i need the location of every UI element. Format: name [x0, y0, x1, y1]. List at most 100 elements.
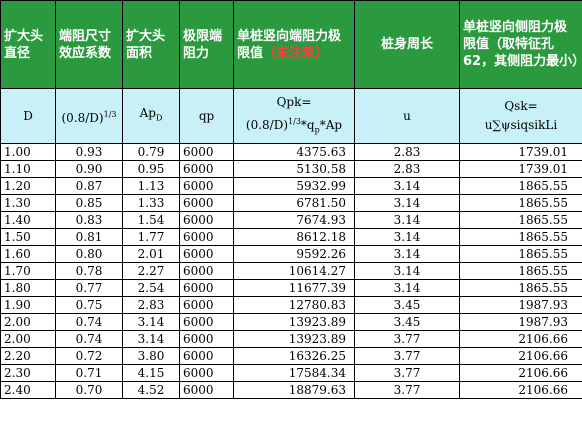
cell-perimeter: 3.14	[354, 177, 460, 195]
pile-capacity-table: 扩大头直径 端阻尺寸效应系数 扩大头面积 极限端阻力 单桩竖向端阻力极限值（未注…	[0, 0, 582, 399]
cell-area: 1.77	[122, 228, 180, 246]
cell-perimeter: 3.14	[354, 279, 460, 297]
header-diameter: 扩大头直径	[0, 0, 56, 89]
cell-end-resistance: 6000	[179, 211, 234, 229]
cell-end-capacity: 16326.25	[233, 347, 355, 365]
cell-perimeter: 3.45	[354, 296, 460, 314]
cell-end-resistance: 6000	[179, 194, 234, 212]
cell-end-resistance: 6000	[179, 364, 234, 382]
cell-end-resistance: 6000	[179, 245, 234, 263]
table-row: 2.30 0.71 4.15 6000 17584.34 3.77 2106.66	[0, 364, 582, 382]
table-row: 1.70 0.78 2.27 6000 10614.27 3.14 1865.55	[0, 262, 582, 280]
cell-area: 3.14	[122, 313, 180, 331]
cell-perimeter: 3.14	[354, 211, 460, 229]
cell-side-capacity: 2106.66	[459, 381, 582, 399]
symbol-end-resistance: qp	[179, 88, 234, 144]
cell-diameter: 2.00	[0, 330, 56, 348]
table-row: 2.00 0.74 3.14 6000 13923.89 3.77 2106.66	[0, 330, 582, 348]
cell-end-capacity: 5932.99	[233, 177, 355, 195]
cell-area: 4.15	[122, 364, 180, 382]
cell-end-resistance: 6000	[179, 262, 234, 280]
cell-end-capacity: 5130.58	[233, 160, 355, 178]
header-end-capacity-note: （未注浆）	[263, 45, 329, 61]
table-row: 1.10 0.90 0.95 6000 5130.58 2.83 1739.01	[0, 160, 582, 178]
header-size-coefficient: 端阻尺寸效应系数	[55, 0, 123, 89]
cell-end-capacity: 4375.63	[233, 143, 355, 161]
table-row: 1.40 0.83 1.54 6000 7674.93 3.14 1865.55	[0, 211, 582, 229]
symbol-side-capacity: Qsk= u∑ψsiqsikLi	[459, 88, 582, 144]
cell-size-coefficient: 0.87	[55, 177, 123, 195]
header-end-capacity: 单桩竖向端阻力极限值（未注浆）	[233, 0, 355, 89]
table-row: 1.30 0.85 1.33 6000 6781.50 3.14 1865.55	[0, 194, 582, 212]
cell-size-coefficient: 0.70	[55, 381, 123, 399]
cell-end-resistance: 6000	[179, 296, 234, 314]
header-end-resistance: 极限端阻力	[179, 0, 234, 89]
cell-area: 2.01	[122, 245, 180, 263]
cell-side-capacity: 1865.55	[459, 194, 582, 212]
cell-diameter: 2.00	[0, 313, 56, 331]
cell-diameter: 1.00	[0, 143, 56, 161]
cell-diameter: 1.10	[0, 160, 56, 178]
cell-diameter: 1.30	[0, 194, 56, 212]
header-end-capacity-main: 单桩竖向端阻力极限值	[237, 28, 342, 61]
symbol-perimeter: u	[354, 88, 460, 144]
cell-area: 4.52	[122, 381, 180, 399]
cell-end-capacity: 9592.26	[233, 245, 355, 263]
cell-side-capacity: 1865.55	[459, 279, 582, 297]
cell-diameter: 1.70	[0, 262, 56, 280]
cell-side-capacity: 1739.01	[459, 160, 582, 178]
cell-area: 0.79	[122, 143, 180, 161]
cell-end-capacity: 11677.39	[233, 279, 355, 297]
symbol-end-capacity: Qpk= (0.8/D)1/3*qp*Ap	[233, 88, 355, 144]
cell-end-capacity: 13923.89	[233, 313, 355, 331]
cell-size-coefficient: 0.93	[55, 143, 123, 161]
cell-area: 2.54	[122, 279, 180, 297]
table-row: 1.90 0.75 2.83 6000 12780.83 3.45 1987.93	[0, 296, 582, 314]
cell-end-capacity: 7674.93	[233, 211, 355, 229]
cell-diameter: 1.80	[0, 279, 56, 297]
cell-end-resistance: 6000	[179, 313, 234, 331]
cell-side-capacity: 1865.55	[459, 228, 582, 246]
cell-end-capacity: 8612.18	[233, 228, 355, 246]
cell-perimeter: 2.83	[354, 143, 460, 161]
cell-end-resistance: 6000	[179, 347, 234, 365]
cell-diameter: 1.90	[0, 296, 56, 314]
cell-side-capacity: 1865.55	[459, 177, 582, 195]
cell-size-coefficient: 0.83	[55, 211, 123, 229]
cell-diameter: 1.60	[0, 245, 56, 263]
table-row: 2.00 0.74 3.14 6000 13923.89 3.45 1987.93	[0, 313, 582, 331]
cell-end-resistance: 6000	[179, 381, 234, 399]
cell-size-coefficient: 0.85	[55, 194, 123, 212]
cell-diameter: 2.30	[0, 364, 56, 382]
cell-end-capacity: 18879.63	[233, 381, 355, 399]
cell-perimeter: 3.14	[354, 194, 460, 212]
cell-area: 3.80	[122, 347, 180, 365]
cell-diameter: 1.50	[0, 228, 56, 246]
table-row: 1.60 0.80 2.01 6000 9592.26 3.14 1865.55	[0, 245, 582, 263]
cell-end-capacity: 6781.50	[233, 194, 355, 212]
header-perimeter: 桩身周长	[354, 0, 460, 89]
table-row: 1.20 0.87 1.13 6000 5932.99 3.14 1865.55	[0, 177, 582, 195]
cell-area: 1.33	[122, 194, 180, 212]
symbol-size-coefficient: (0.8/D)1/3	[55, 88, 123, 144]
cell-end-capacity: 17584.34	[233, 364, 355, 382]
cell-side-capacity: 1739.01	[459, 143, 582, 161]
cell-size-coefficient: 0.74	[55, 330, 123, 348]
cell-diameter: 2.40	[0, 381, 56, 399]
cell-size-coefficient: 0.81	[55, 228, 123, 246]
cell-side-capacity: 2106.66	[459, 347, 582, 365]
cell-area: 1.13	[122, 177, 180, 195]
cell-end-resistance: 6000	[179, 160, 234, 178]
cell-size-coefficient: 0.75	[55, 296, 123, 314]
cell-side-capacity: 2106.66	[459, 330, 582, 348]
header-area: 扩大头面积	[122, 0, 180, 89]
cell-size-coefficient: 0.74	[55, 313, 123, 331]
symbol-row: D (0.8/D)1/3 ApD qp Qpk= (0.8/D)1/3*qp*Ap…	[0, 88, 582, 144]
cell-perimeter: 3.45	[354, 313, 460, 331]
table-row: 1.00 0.93 0.79 6000 4375.63 2.83 1739.01	[0, 143, 582, 161]
cell-side-capacity: 1865.55	[459, 211, 582, 229]
cell-side-capacity: 1865.55	[459, 245, 582, 263]
cell-perimeter: 3.14	[354, 245, 460, 263]
symbol-diameter: D	[0, 88, 56, 144]
cell-end-resistance: 6000	[179, 143, 234, 161]
